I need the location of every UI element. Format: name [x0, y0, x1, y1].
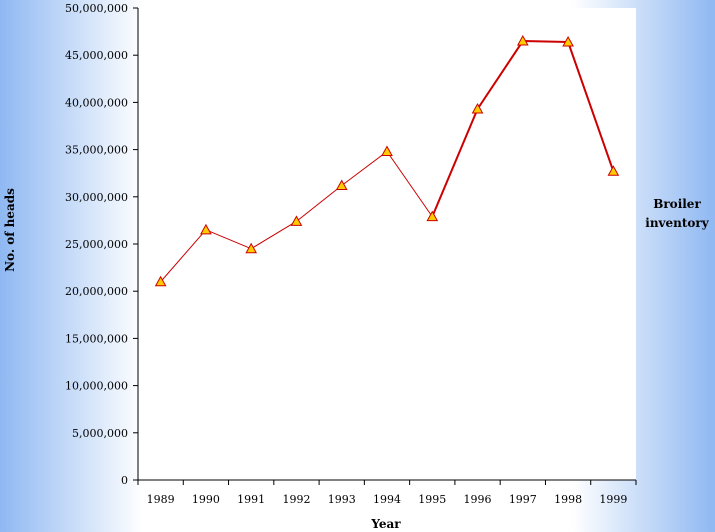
- data-point-marker: [516, 35, 529, 46]
- y-axis-title: No. of heads: [3, 188, 17, 272]
- y-tick-label: 35,000,000: [65, 144, 128, 157]
- x-axis-title: Year: [370, 517, 401, 531]
- series-line-segment: [205, 229, 252, 250]
- legend-label-line2: inventory: [645, 216, 709, 230]
- x-tick-label: 1990: [192, 493, 220, 506]
- series-line-segment: [431, 108, 479, 218]
- data-point-marker: [562, 35, 574, 47]
- data-point-marker: [335, 179, 348, 190]
- series-line-segment: [250, 220, 297, 250]
- x-tick-label: 1996: [464, 493, 492, 506]
- y-tick-label: 15,000,000: [65, 332, 128, 345]
- x-tick-label: 1999: [599, 493, 627, 506]
- series-line-segment: [522, 40, 569, 43]
- data-point-marker: [290, 215, 303, 226]
- y-axis-ticks: 0 5,000,000 10,000,000 15,000,000 20,000,000…: [65, 2, 138, 487]
- y-tick-label: 45,000,000: [65, 49, 128, 62]
- data-point-marker: [245, 242, 258, 254]
- y-tick-label: 25,000,000: [65, 238, 128, 251]
- data-point-marker: [607, 165, 620, 176]
- plot-area: [138, 8, 636, 480]
- series-line-segment: [567, 41, 615, 172]
- y-tick-label: 10,000,000: [65, 380, 128, 393]
- y-tick-label: 0: [121, 474, 128, 487]
- x-tick-label: 1992: [282, 493, 310, 506]
- x-tick-label: 1991: [237, 493, 265, 506]
- x-tick-label: 1993: [328, 493, 356, 506]
- series-line-segment: [476, 40, 524, 110]
- y-tick-label: 30,000,000: [65, 191, 128, 204]
- data-point-marker: [381, 145, 393, 156]
- series-line-segment: [160, 229, 207, 283]
- y-tick-label: 50,000,000: [65, 2, 128, 15]
- series: [154, 35, 620, 287]
- x-tick-label: 1994: [373, 493, 401, 506]
- y-tick-label: 20,000,000: [65, 285, 128, 298]
- x-axis-ticks: 1989 1990 1991 1992 1993 1994 1995 1996 1997 1998…: [137, 480, 637, 506]
- x-tick-label: 1989: [147, 493, 175, 506]
- data-point-marker: [471, 102, 484, 114]
- series-line-segment: [386, 151, 433, 217]
- series-line-segment: [296, 185, 343, 222]
- x-tick-label: 1998: [554, 493, 582, 506]
- data-point-marker: [426, 210, 439, 222]
- y-tick-label: 5,000,000: [72, 427, 128, 440]
- y-tick-label: 40,000,000: [65, 96, 128, 109]
- data-point-marker: [154, 275, 167, 287]
- data-point-marker: [200, 223, 212, 235]
- x-tick-label: 1997: [509, 493, 537, 506]
- series-line-segment: [341, 151, 388, 186]
- x-tick-label: 1995: [418, 493, 446, 506]
- legend-label-line1: Broiler: [653, 197, 701, 211]
